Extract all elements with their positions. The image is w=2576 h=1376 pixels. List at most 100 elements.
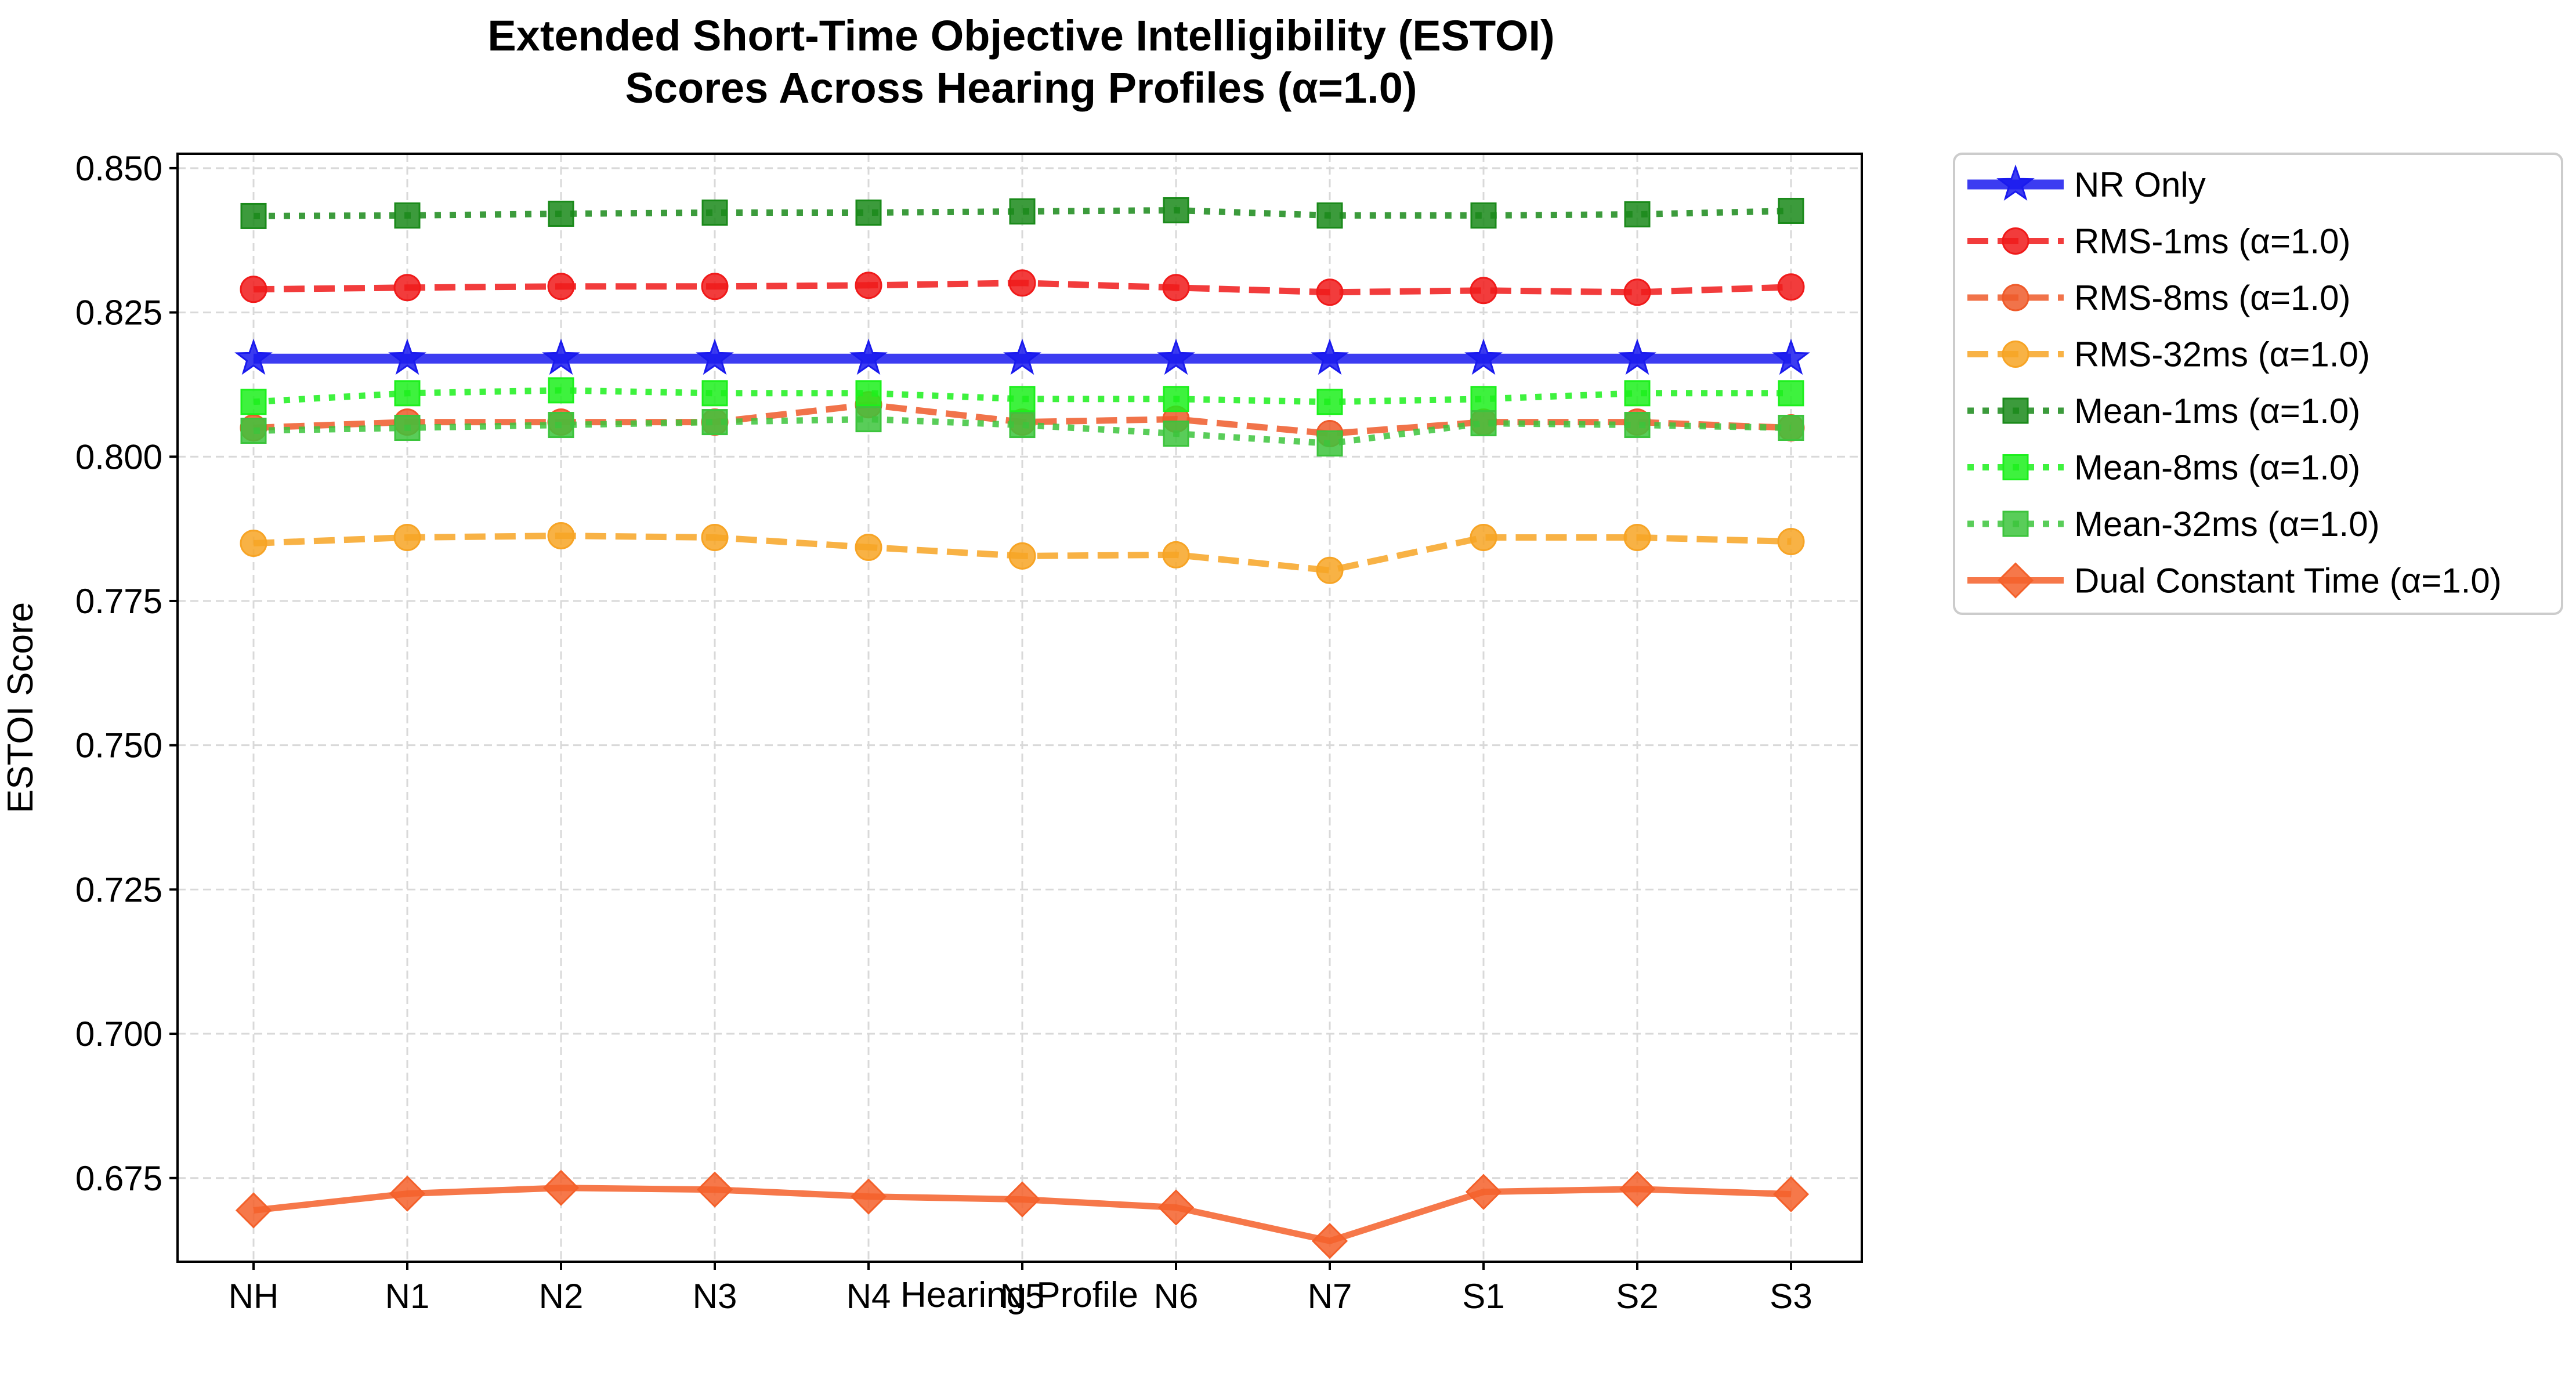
data-point <box>1316 430 1343 457</box>
chart-title-line-1: Extended Short-Time Objective Intelligib… <box>487 12 1554 60</box>
x-tick-label: N2 <box>539 1277 584 1316</box>
series-group <box>240 522 1805 584</box>
y-tick-label: 0.775 <box>75 582 162 621</box>
series-group <box>240 406 1804 457</box>
data-point <box>1316 202 1343 229</box>
y-tick-label: 0.700 <box>75 1015 162 1053</box>
data-point <box>1772 1176 1810 1212</box>
data-point <box>389 1175 426 1212</box>
data-point <box>240 418 267 444</box>
data-point <box>393 274 421 302</box>
grid-lines <box>178 154 1862 1262</box>
legend-label: NR Only <box>2074 165 2206 204</box>
data-point <box>240 389 267 415</box>
data-point <box>1009 412 1036 439</box>
data-point <box>1777 528 1805 555</box>
x-tick-label: N4 <box>846 1277 891 1316</box>
data-point <box>1470 386 1497 412</box>
data-point <box>1624 201 1651 227</box>
x-tick-label: N5 <box>1000 1277 1045 1316</box>
data-point <box>1311 338 1349 375</box>
data-point <box>1465 1174 1502 1210</box>
data-point <box>542 338 580 375</box>
series-group <box>234 338 1810 375</box>
data-point <box>1619 1171 1656 1207</box>
data-point <box>547 273 575 300</box>
x-tick-label: N6 <box>1154 1277 1199 1316</box>
data-point <box>1316 278 1344 306</box>
legend-marker-sample <box>2002 341 2029 368</box>
data-point <box>393 524 421 552</box>
x-tick-label: N7 <box>1308 1277 1352 1316</box>
legend-label: RMS-1ms (α=1.0) <box>2074 222 2350 261</box>
data-point <box>701 199 728 226</box>
legend-label: Mean-8ms (α=1.0) <box>2074 448 2360 487</box>
data-point <box>1003 338 1041 375</box>
y-tick-label: 0.800 <box>75 437 162 476</box>
series-line <box>253 387 1791 405</box>
legend-label: Mean-32ms (α=1.0) <box>2074 505 2380 544</box>
data-point <box>1470 524 1497 552</box>
legend-marker-sample <box>2002 454 2029 480</box>
x-axis-ticks: NH N1 N2 N3 N4 N5 N6 N7 S1 S2 S3 <box>229 1262 1812 1316</box>
data-point <box>850 1178 887 1215</box>
data-point <box>1624 380 1651 407</box>
data-point <box>855 533 882 561</box>
data-point <box>394 415 421 441</box>
data-point <box>1778 415 1804 441</box>
data-point <box>1157 338 1195 375</box>
legend-label: RMS-32ms (α=1.0) <box>2074 335 2370 374</box>
x-tick-label: S3 <box>1770 1277 1812 1316</box>
legend-marker-sample <box>1996 164 2035 201</box>
data-point <box>388 338 426 375</box>
data-point <box>855 380 882 407</box>
data-point <box>548 200 574 227</box>
data-point <box>1162 541 1190 568</box>
x-tick-label: S2 <box>1616 1277 1658 1316</box>
data-point <box>701 380 728 407</box>
data-point <box>240 529 267 557</box>
legend-marker-sample <box>1997 562 2034 599</box>
series-group <box>235 1169 1810 1259</box>
y-axis-ticks: 0.675 0.700 0.725 0.750 0.775 0.800 0.825 0.850 <box>75 149 178 1198</box>
data-point <box>1163 197 1189 223</box>
data-point <box>1624 412 1651 439</box>
data-point <box>394 202 421 229</box>
data-point <box>1162 274 1190 302</box>
y-axis-label: ESTOI Score <box>1 602 41 813</box>
data-point <box>855 406 882 433</box>
data-point <box>1004 1181 1041 1218</box>
data-point <box>1623 278 1651 306</box>
legend-marker-sample <box>2002 397 2029 424</box>
series-group <box>240 197 1804 229</box>
data-point <box>1316 389 1343 415</box>
x-tick-label: S1 <box>1462 1277 1504 1316</box>
data-point <box>701 409 728 436</box>
data-point <box>701 524 729 552</box>
data-point <box>235 1192 272 1229</box>
legend-marker-sample <box>2002 510 2029 537</box>
data-point <box>240 276 267 303</box>
chart-legend: NR Only RMS-1ms (α=1.0) RMS-8ms (α=1.0) RMS… <box>1953 153 2563 615</box>
x-axis-label: Hearing Profile <box>900 1275 1138 1315</box>
y-tick-label: 0.725 <box>75 870 162 909</box>
x-tick-label: N1 <box>385 1277 430 1316</box>
data-point <box>1163 420 1189 447</box>
series-layer <box>234 197 1810 1259</box>
data-point <box>548 377 574 404</box>
data-point <box>1777 273 1805 301</box>
data-point <box>1470 202 1497 229</box>
data-point <box>234 338 273 375</box>
data-point <box>1778 380 1804 407</box>
data-point <box>1008 269 1036 297</box>
series-group <box>240 377 1804 415</box>
data-point <box>1009 386 1036 412</box>
data-point <box>1464 338 1503 375</box>
data-point <box>394 380 421 407</box>
legend-label: RMS-8ms (α=1.0) <box>2074 278 2350 317</box>
y-tick-label: 0.675 <box>75 1159 162 1198</box>
data-point <box>1163 386 1189 412</box>
data-point <box>1311 1223 1348 1259</box>
data-point <box>548 412 574 439</box>
